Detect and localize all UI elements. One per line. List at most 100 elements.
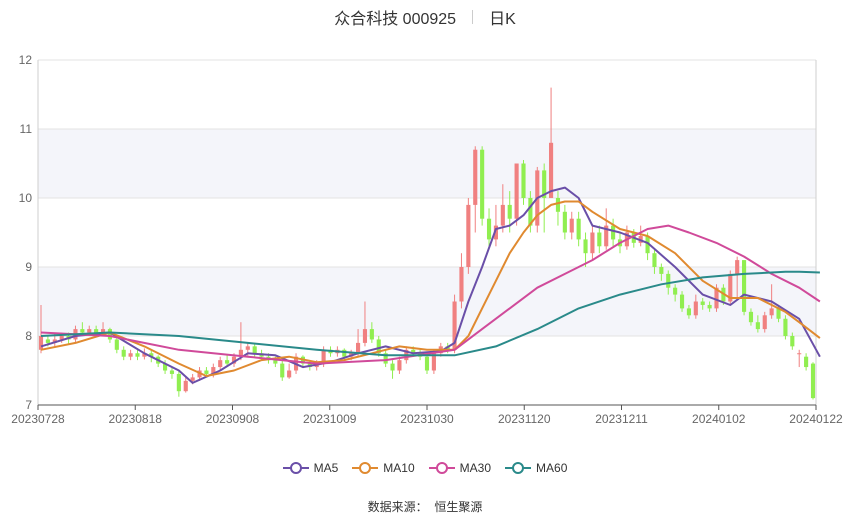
legend-label-ma30: MA30 [459, 461, 492, 475]
candle [748, 308, 754, 326]
candle-body [183, 380, 188, 392]
candle [169, 367, 175, 379]
candle-body [762, 315, 767, 330]
candle-body [280, 363, 285, 378]
x-tick-label: 20230908 [206, 412, 260, 426]
candle-body [362, 329, 368, 343]
candle [673, 284, 678, 302]
legend-item-ma60[interactable]: MA60 [505, 461, 567, 475]
legend-swatch-ma60 [505, 461, 532, 475]
legend-swatch-ma10 [352, 461, 379, 475]
candle-body [659, 267, 664, 274]
candle-body [797, 353, 802, 355]
candle [542, 163, 547, 233]
candle [679, 291, 685, 312]
candle-body [411, 349, 416, 354]
candle-body [356, 342, 361, 354]
y-tick-label: 11 [20, 122, 33, 136]
legend-swatch-ma5 [282, 461, 309, 475]
x-tick-label: 20231030 [400, 412, 454, 426]
candle-body [769, 308, 774, 316]
candle [500, 184, 505, 233]
candle [810, 362, 816, 400]
candle [390, 360, 395, 379]
candle [128, 349, 133, 361]
candle-body [735, 260, 740, 274]
band-10 [38, 129, 816, 198]
candle-body [252, 346, 257, 354]
candle-body [424, 356, 430, 371]
candle [638, 225, 643, 247]
candle-body [128, 353, 133, 357]
candle-body [500, 204, 505, 226]
source-value: 恒生聚源 [434, 500, 483, 514]
candle [528, 191, 533, 233]
candle [114, 336, 119, 354]
candle-body [542, 170, 547, 198]
candle [424, 353, 430, 374]
candle-body [783, 318, 788, 336]
candle-body [700, 301, 705, 305]
candle-body [507, 204, 512, 219]
candle [238, 322, 243, 361]
candle-body [686, 308, 691, 316]
candle [183, 377, 188, 393]
candle [742, 260, 747, 316]
candle [762, 311, 767, 333]
candle-body [810, 363, 816, 399]
candle-body [693, 301, 698, 316]
candle-body [169, 370, 175, 374]
candle [783, 315, 788, 340]
candle-body [176, 373, 181, 392]
candle-body [121, 349, 126, 357]
y-tick-label: 10 [19, 191, 33, 205]
candle-body [87, 329, 92, 333]
candle-body [611, 225, 616, 240]
candle-body [383, 353, 388, 364]
candle-body [376, 339, 381, 354]
candle [549, 87, 554, 198]
candle-body [597, 232, 602, 247]
candle-body [742, 260, 747, 312]
candle-body [679, 294, 685, 309]
candle-body [273, 360, 278, 364]
candle [728, 270, 733, 305]
candle [514, 163, 519, 226]
candle [383, 349, 388, 368]
candle [287, 363, 292, 379]
candle-body [804, 356, 809, 368]
candle-body [459, 267, 464, 302]
candle-body [218, 360, 223, 368]
candle-body [604, 225, 609, 247]
x-axis: 20230728 20230818 20230908 20231009 20231030… [11, 404, 843, 426]
candle-body [590, 232, 595, 254]
candle-body [163, 363, 168, 371]
candle-body [390, 363, 395, 371]
candle-body [52, 339, 57, 343]
candle-body [149, 353, 154, 357]
candle-body [204, 370, 209, 374]
candle [521, 160, 526, 205]
x-tick-label: 20230818 [109, 412, 163, 426]
y-axis-ticks: 7 8 9 10 11 12 [19, 53, 33, 412]
candle-body [583, 239, 588, 254]
candle-body [673, 287, 678, 295]
candle-body [100, 329, 106, 333]
x-tick-label: 20231009 [303, 412, 357, 426]
legend-item-ma5[interactable]: MA5 [282, 461, 338, 475]
y-tick-label: 12 [19, 53, 33, 67]
candle [176, 370, 181, 397]
y-tick-label: 7 [25, 398, 32, 412]
candle [376, 336, 381, 357]
candle-body [45, 339, 50, 343]
candle-body [452, 301, 457, 350]
candle-body [321, 349, 326, 364]
candle-body [80, 329, 85, 333]
grid-lines [37, 59, 817, 406]
candle-body [576, 218, 581, 240]
candle [659, 263, 664, 281]
legend-item-ma10[interactable]: MA10 [352, 461, 415, 475]
legend-item-ma30[interactable]: MA30 [428, 461, 492, 475]
candle [804, 353, 809, 371]
